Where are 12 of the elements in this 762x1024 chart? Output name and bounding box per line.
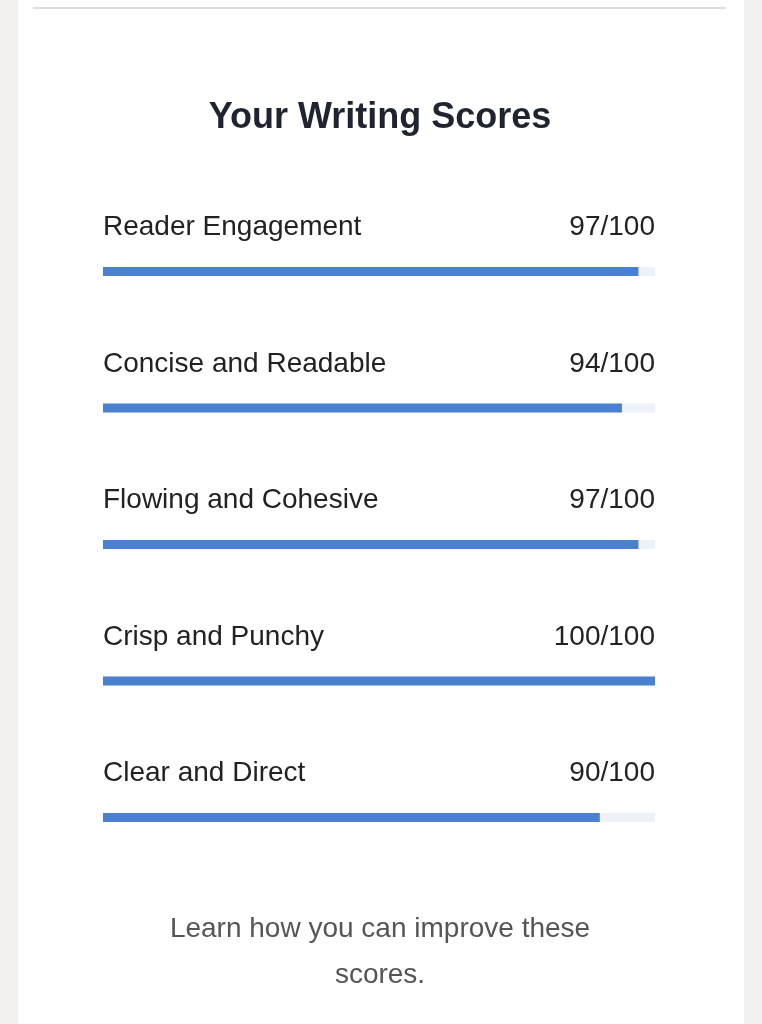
y-tick-label: Reader Engagement <box>103 210 362 242</box>
data-label: 97/100 <box>569 210 655 242</box>
data-label: 90/100 <box>569 756 655 788</box>
chart-title: Your Writing Scores <box>208 94 552 136</box>
data-label: 94/100 <box>569 346 655 378</box>
data-label: 100/100 <box>553 619 655 651</box>
y-tick-label: Clear and Direct <box>103 756 306 788</box>
y-tick-label: Crisp and Punchy <box>103 619 325 651</box>
text: Learn how you can improve these scores. <box>168 911 592 991</box>
y-tick-label: Flowing and Cohesive <box>103 483 379 515</box>
data-label: 97/100 <box>569 483 655 515</box>
y-tick-label: Concise and Readable <box>103 346 387 378</box>
